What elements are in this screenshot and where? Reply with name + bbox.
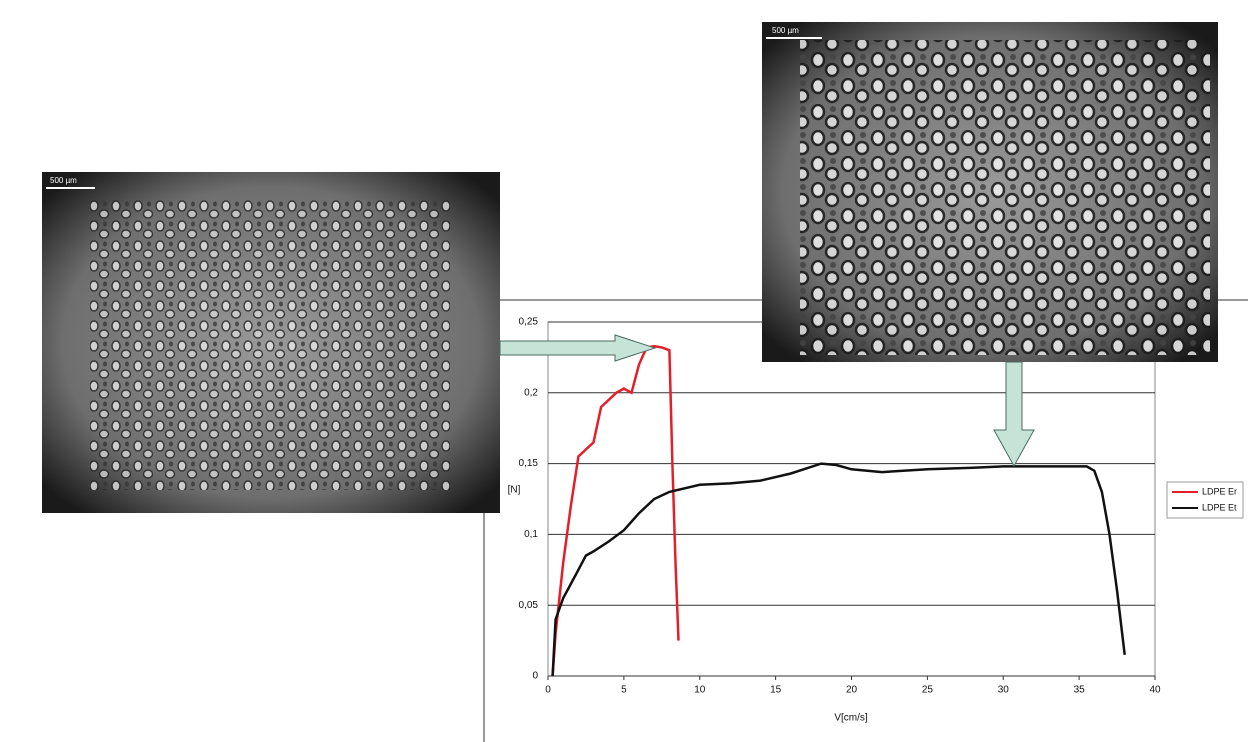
plot-area: [547, 321, 1156, 677]
legend-label: LDPE Er: [1202, 486, 1237, 496]
y-tick-label: 0,2: [524, 387, 538, 398]
x-tick-label: 10: [694, 685, 706, 696]
y-tick-label: 0: [532, 671, 538, 682]
scale-label: 500 µm: [772, 26, 799, 35]
arrow-horizontal: [499, 334, 657, 362]
x-tick-label: 40: [1149, 685, 1161, 696]
x-axis-label: V[cm/s]: [834, 713, 868, 724]
x-tick-label: 35: [1074, 685, 1086, 696]
series-line: [551, 344, 680, 677]
arrow-vertical: [993, 361, 1035, 468]
x-tick-label: 15: [770, 685, 782, 696]
legend-box: [1166, 481, 1244, 519]
y-tick-label: 0,1: [524, 529, 538, 540]
series-line: [551, 462, 1126, 677]
x-tick-label: 30: [998, 685, 1010, 696]
x-tick-label: 5: [621, 685, 627, 696]
micrograph-right: 500 µm: [762, 22, 1218, 362]
micrograph-left: 500 µm: [42, 172, 500, 513]
plot: 0 0,05 0,1 0,15 0,2 0,25 0 5 10 15 20 25 30 35 40 LDPE …: [519, 317, 1244, 696]
scale-label: 500 µm: [50, 176, 77, 185]
legend-label: LDPE Et: [1202, 502, 1237, 512]
x-tick-label: 20: [846, 685, 858, 696]
x-tick-label: 25: [922, 685, 934, 696]
y-tick-label: 0,15: [519, 458, 539, 469]
y-tick-label: 0,05: [519, 600, 539, 611]
y-tick-label: 0,25: [519, 317, 539, 328]
x-tick-label: 0: [545, 685, 551, 696]
y-axis-label: [N]: [508, 485, 521, 496]
